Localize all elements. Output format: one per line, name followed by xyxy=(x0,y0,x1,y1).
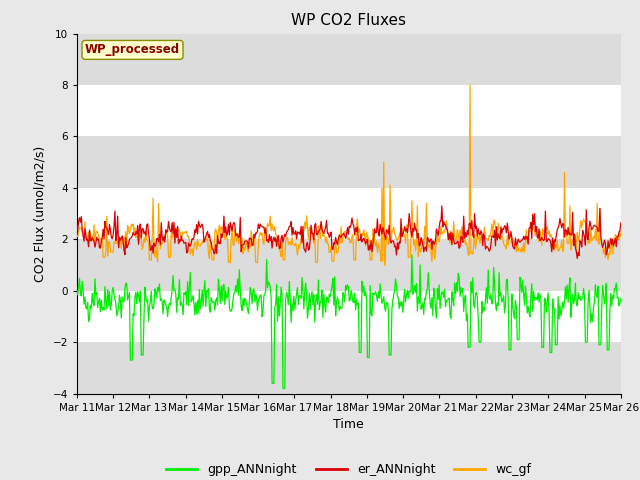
Bar xyxy=(77,240,621,291)
Text: WP_processed: WP_processed xyxy=(85,43,180,56)
Legend: gpp_ANNnight, er_ANNnight, wc_gf: gpp_ANNnight, er_ANNnight, wc_gf xyxy=(161,458,536,480)
Bar xyxy=(77,342,621,394)
Bar xyxy=(77,34,621,85)
X-axis label: Time: Time xyxy=(333,418,364,431)
Bar xyxy=(77,136,621,188)
Y-axis label: CO2 Flux (umol/m2/s): CO2 Flux (umol/m2/s) xyxy=(34,145,47,282)
Title: WP CO2 Fluxes: WP CO2 Fluxes xyxy=(291,13,406,28)
